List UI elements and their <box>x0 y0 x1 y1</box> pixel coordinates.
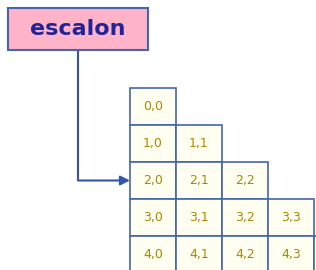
Bar <box>268 199 314 236</box>
Bar <box>222 199 268 236</box>
Bar <box>130 199 176 236</box>
Bar <box>176 236 222 270</box>
Text: 2,1: 2,1 <box>189 174 209 187</box>
Text: 4,2: 4,2 <box>235 248 255 261</box>
Bar <box>176 162 222 199</box>
Bar <box>130 236 176 270</box>
Text: 0,0: 0,0 <box>143 100 163 113</box>
Text: 1,1: 1,1 <box>189 137 209 150</box>
Bar <box>130 162 176 199</box>
Bar <box>268 236 314 270</box>
Bar <box>314 236 316 270</box>
Bar <box>176 199 222 236</box>
Bar <box>176 125 222 162</box>
Text: 1,0: 1,0 <box>143 137 163 150</box>
Text: 2,0: 2,0 <box>143 174 163 187</box>
Bar <box>8 8 148 50</box>
Text: 4,1: 4,1 <box>189 248 209 261</box>
Bar <box>130 125 176 162</box>
Text: 3,3: 3,3 <box>281 211 301 224</box>
Text: 4,3: 4,3 <box>281 248 301 261</box>
Bar <box>222 162 268 199</box>
Text: 3,1: 3,1 <box>189 211 209 224</box>
Text: 3,0: 3,0 <box>143 211 163 224</box>
Text: escalon: escalon <box>30 19 126 39</box>
Text: 4,0: 4,0 <box>143 248 163 261</box>
Bar <box>130 88 176 125</box>
Text: 2,2: 2,2 <box>235 174 255 187</box>
Bar <box>222 236 268 270</box>
Text: 3,2: 3,2 <box>235 211 255 224</box>
